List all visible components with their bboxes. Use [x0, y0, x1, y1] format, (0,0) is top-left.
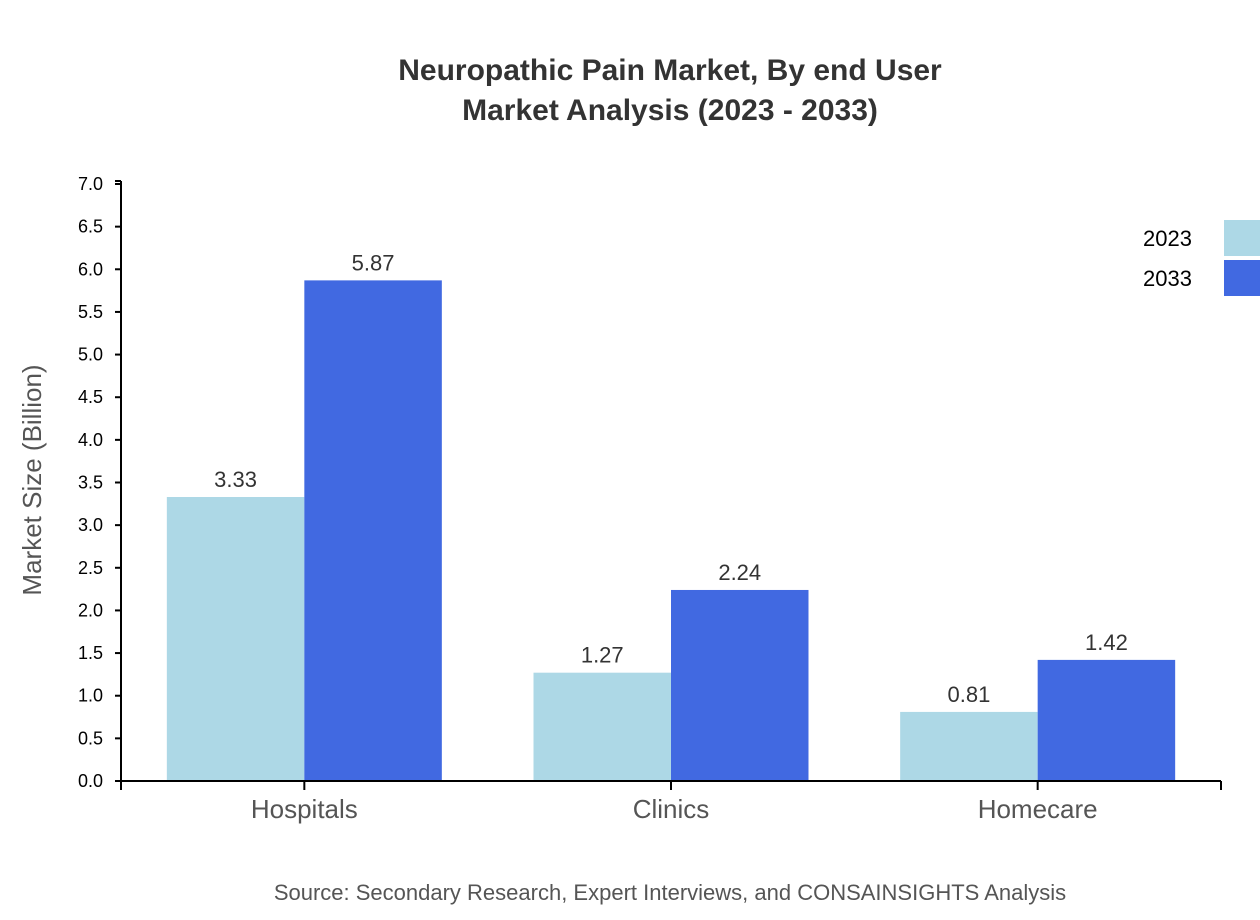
- bar-2023-homecare: [900, 711, 1038, 781]
- x-tick-label: Hospitals: [251, 794, 358, 824]
- bar-2033-homecare: [1037, 659, 1176, 781]
- legend-swatch-2033: [1224, 260, 1260, 296]
- bar-2033-hospitals: [304, 280, 442, 781]
- data-label: 0.81: [948, 682, 991, 707]
- y-tick-label: 0.0: [78, 771, 103, 791]
- y-axis-label: Market Size (Billion): [17, 364, 47, 595]
- y-tick-label: 1.0: [78, 686, 103, 706]
- data-label: 1.27: [581, 643, 624, 668]
- y-axis: 0.0 0.5 1.0 1.5 2.0 2.5 3.0 3.5 4.0 4.5 5.0 5.5 6.0 6…: [78, 174, 122, 791]
- y-tick-label: 1.5: [78, 643, 103, 663]
- legend: 2023 2033: [1143, 220, 1260, 296]
- bar-2033-clinics: [671, 589, 809, 781]
- bar-2023-hospitals: [166, 496, 305, 781]
- x-tick-label: Homecare: [978, 794, 1098, 824]
- legend-label-2033: 2033: [1143, 266, 1192, 291]
- y-tick-label: 2.5: [78, 558, 103, 578]
- y-tick-label: 7.0: [78, 174, 103, 194]
- y-tick-label: 5.5: [78, 302, 103, 322]
- y-tick-label: 6.0: [78, 259, 103, 279]
- y-tick-label: 3.0: [78, 515, 103, 535]
- chart-title-line-2: Market Analysis (2023 - 2033): [462, 94, 878, 127]
- data-label: 2.24: [718, 560, 761, 585]
- data-label: 5.87: [352, 250, 395, 275]
- y-tick-label: 6.5: [78, 217, 103, 237]
- legend-swatch-2023: [1224, 220, 1260, 256]
- y-tick-label: 4.0: [78, 430, 103, 450]
- source-note: Source: Secondary Research, Expert Inter…: [274, 880, 1066, 905]
- y-tick-label: 0.5: [78, 728, 103, 748]
- y-tick-label: 4.5: [78, 387, 103, 407]
- y-tick-label: 3.5: [78, 473, 103, 493]
- data-label: 1.42: [1085, 630, 1128, 655]
- legend-label-2023: 2023: [1143, 226, 1192, 251]
- chart-title-line-1: Neuropathic Pain Market, By end User: [398, 54, 942, 87]
- x-tick-label: Clinics: [633, 794, 710, 824]
- y-tick-label: 2.0: [78, 600, 103, 620]
- bar-2023-clinics: [533, 672, 671, 781]
- data-label: 3.33: [214, 467, 257, 492]
- y-tick-label: 5.0: [78, 345, 103, 365]
- x-axis: Hospitals Clinics Homecare: [120, 780, 1222, 824]
